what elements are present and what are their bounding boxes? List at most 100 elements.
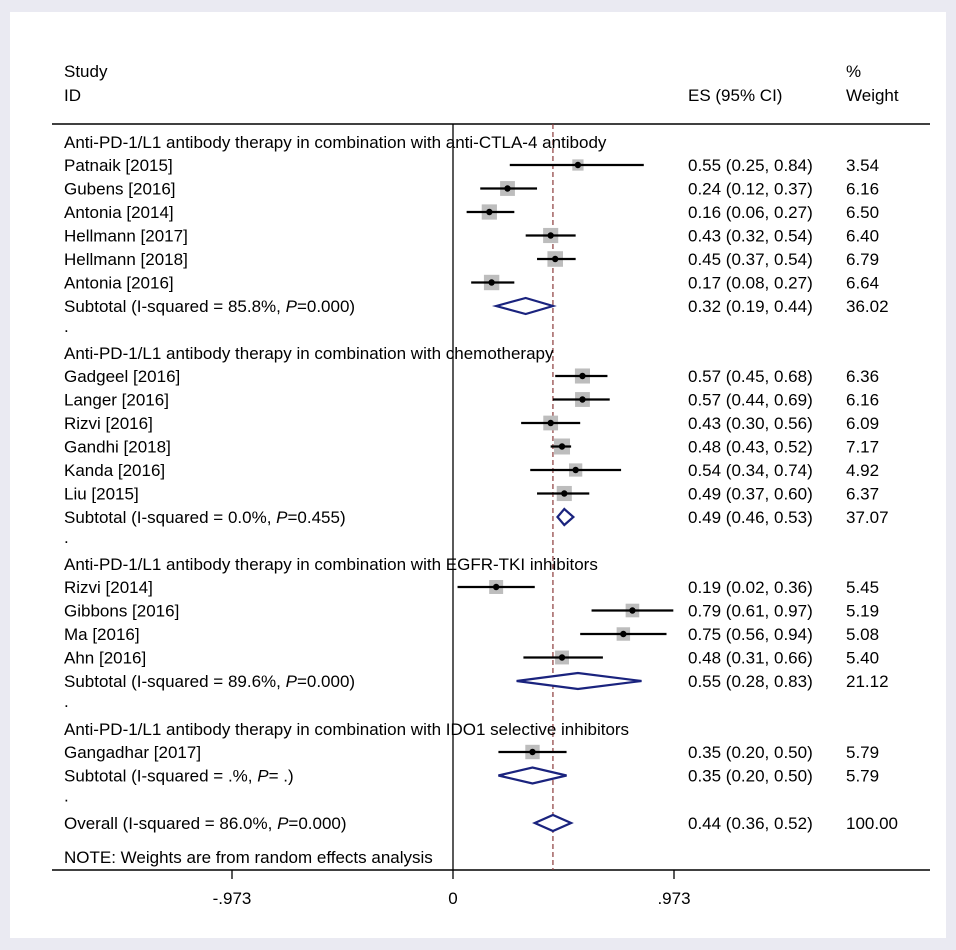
study-weight: 6.16 (846, 180, 879, 199)
point-estimate (579, 372, 586, 380)
study-weight: 6.64 (846, 274, 879, 293)
group-title: Anti-PD-1/L1 antibody therapy in combina… (64, 344, 554, 363)
study-es-ci: 0.16 (0.06, 0.27) (688, 203, 813, 222)
study-es-ci: 0.55 (0.25, 0.84) (688, 156, 813, 175)
study-es-ci: 0.57 (0.44, 0.69) (688, 391, 813, 410)
study-label: Langer [2016] (64, 391, 169, 410)
forest-plot: Study ID ES (95% CI)% Weight -.973 0 .973 Anti-… (52, 62, 930, 908)
study-label: Antonia [2014] (64, 203, 174, 222)
point-estimate (629, 607, 636, 614)
point-estimate (529, 748, 536, 756)
subtotal-weight: 36.02 (846, 297, 889, 316)
study-es-ci: 0.35 (0.20, 0.50) (688, 743, 813, 762)
overall-diamond (532, 813, 574, 833)
overall-weight: 100.00 (846, 814, 898, 833)
header-percent: % (846, 62, 861, 81)
study-es-ci: 0.17 (0.08, 0.27) (688, 274, 813, 293)
spacer-dot: . (64, 787, 69, 806)
point-estimate (488, 279, 495, 286)
study-weight: 6.50 (846, 203, 879, 222)
point-estimate (561, 490, 568, 497)
study-weight: 5.08 (846, 625, 879, 644)
subtotal-diamond (491, 296, 557, 316)
x-tick-label: 0 (448, 889, 457, 908)
study-weight: 5.79 (846, 743, 879, 762)
subtotal-weight: 21.12 (846, 672, 889, 691)
study-es-ci: 0.79 (0.61, 0.97) (688, 602, 813, 621)
point-estimate (558, 443, 566, 450)
study-weight: 6.16 (846, 391, 879, 410)
subtotal-es-ci: 0.35 (0.20, 0.50) (688, 767, 813, 786)
point-estimate (574, 161, 582, 169)
study-label: Hellmann [2018] (64, 250, 188, 269)
study-label: Kanda [2016] (64, 461, 165, 480)
study-label: Gangadhar [2017] (64, 743, 201, 762)
subtotal-es-ci: 0.32 (0.19, 0.44) (688, 297, 813, 316)
study-label: Hellmann [2017] (64, 227, 188, 246)
subtotal-diamond (498, 766, 567, 785)
study-es-ci: 0.48 (0.31, 0.66) (688, 649, 813, 668)
study-label: Gandhi [2018] (64, 438, 171, 457)
subtotal-label: Subtotal (I-squared = 85.8%, P=0.000) (64, 297, 355, 316)
study-weight: 6.79 (846, 250, 879, 269)
point-estimate (504, 185, 511, 192)
study-weight: 6.40 (846, 227, 879, 246)
study-es-ci: 0.54 (0.34, 0.74) (688, 461, 813, 480)
subtotal-label: Subtotal (I-squared = 0.0%, P=0.455) (64, 508, 346, 527)
point-estimate (486, 208, 493, 216)
header-weight: Weight (846, 86, 899, 105)
study-weight: 7.17 (846, 438, 879, 457)
header-id: ID (64, 86, 81, 105)
weights-note: NOTE: Weights are from random effects an… (64, 848, 433, 867)
study-es-ci: 0.19 (0.02, 0.36) (688, 578, 813, 597)
study-label: Liu [2015] (64, 485, 139, 504)
header-es-ci: ES (95% CI) (688, 86, 782, 105)
study-weight: 6.09 (846, 414, 879, 433)
overall-label: Overall (I-squared = 86.0%, P=0.000) (64, 814, 347, 833)
study-label: Antonia [2016] (64, 274, 174, 293)
study-weight: 6.36 (846, 367, 879, 386)
spacer-dot: . (64, 528, 69, 547)
point-estimate (547, 232, 554, 239)
study-es-ci: 0.75 (0.56, 0.94) (688, 625, 813, 644)
header-study: Study (64, 62, 108, 81)
point-estimate (552, 255, 559, 263)
study-weight: 5.19 (846, 602, 879, 621)
study-es-ci: 0.43 (0.32, 0.54) (688, 227, 813, 246)
study-label: Gibbons [2016] (64, 602, 179, 621)
plot-panel: Study ID ES (95% CI)% Weight -.973 0 .973 Anti-… (10, 12, 946, 938)
study-es-ci: 0.48 (0.43, 0.52) (688, 438, 813, 457)
group-title: Anti-PD-1/L1 antibody therapy in combina… (64, 555, 598, 574)
subtotal-es-ci: 0.55 (0.28, 0.83) (688, 672, 813, 691)
study-weight: 5.40 (846, 649, 879, 668)
study-weight: 4.92 (846, 461, 879, 480)
study-es-ci: 0.24 (0.12, 0.37) (688, 180, 813, 199)
group-title: Anti-PD-1/L1 antibody therapy in combina… (64, 133, 607, 152)
overall-es-ci: 0.44 (0.36, 0.52) (688, 814, 813, 833)
point-estimate (620, 630, 627, 638)
study-label: Gadgeel [2016] (64, 367, 180, 386)
subtotal-label: Subtotal (I-squared = 89.6%, P=0.000) (64, 672, 355, 691)
group-title: Anti-PD-1/L1 antibody therapy in combina… (64, 720, 629, 739)
x-tick-label: -.973 (213, 889, 252, 908)
subtotal-weight: 37.07 (846, 508, 889, 527)
study-label: Gubens [2016] (64, 180, 176, 199)
spacer-dot: . (64, 317, 69, 336)
study-label: Patnaik [2015] (64, 156, 173, 175)
study-label: Rizvi [2016] (64, 414, 153, 433)
study-label: Ma [2016] (64, 625, 140, 644)
point-estimate (572, 466, 579, 474)
spacer-dot: . (64, 692, 69, 711)
study-weight: 5.45 (846, 578, 879, 597)
point-estimate (579, 396, 586, 403)
study-es-ci: 0.57 (0.45, 0.68) (688, 367, 813, 386)
study-es-ci: 0.43 (0.30, 0.56) (688, 414, 813, 433)
study-es-ci: 0.49 (0.37, 0.60) (688, 485, 813, 504)
x-tick-label: .973 (657, 889, 690, 908)
study-weight: 6.37 (846, 485, 879, 504)
point-estimate (547, 419, 554, 427)
study-label: Ahn [2016] (64, 649, 146, 668)
subtotal-diamond (556, 507, 576, 527)
study-weight: 3.54 (846, 156, 879, 175)
